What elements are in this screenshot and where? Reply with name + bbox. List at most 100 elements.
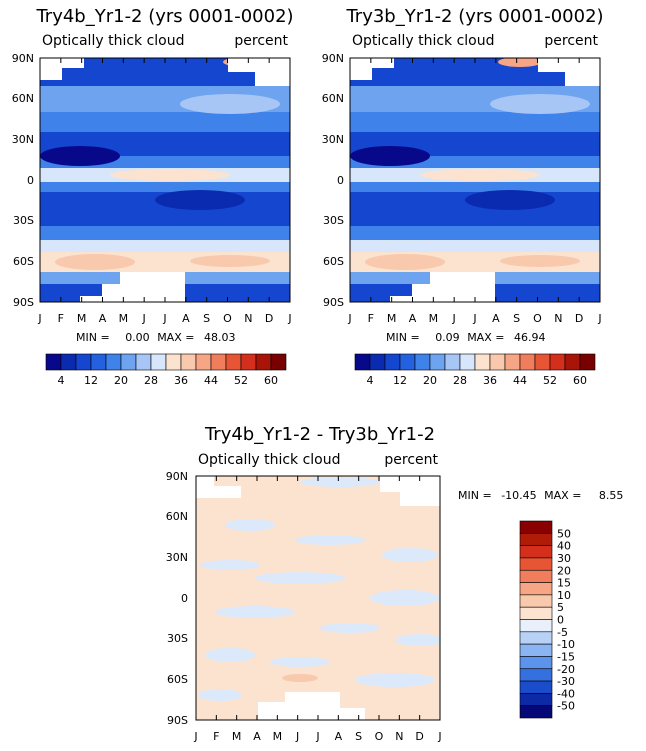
panel-title: Try3b_Yr1-2 (yrs 0001-0002): [345, 6, 603, 27]
colorbar-tick-label: 15: [557, 577, 571, 590]
colorbar-tick-label: 20: [114, 374, 128, 387]
x-tick-label: O: [533, 312, 542, 325]
y-tick-label: 60S: [13, 255, 34, 268]
colorbar-cell: [150, 353, 167, 371]
y-tick-label: 60S: [323, 255, 344, 268]
x-tick-label: S: [355, 730, 362, 743]
colorbar-cell: [120, 353, 137, 371]
colorbar-cell: [135, 353, 152, 371]
colorbar-cell: [384, 353, 401, 371]
field-band: [350, 226, 600, 240]
missing-region: [40, 68, 62, 80]
x-tick-label: J: [472, 312, 476, 325]
colorbar-cell: [369, 353, 386, 371]
field-band: [40, 240, 290, 252]
y-tick-label: 30S: [323, 214, 344, 227]
colorbar-cell: [519, 520, 553, 534]
colorbar-tick-label: 44: [204, 374, 218, 387]
min-value: 0.09: [435, 331, 460, 344]
field-feature: [370, 590, 440, 606]
colorbar: 4 12 20 28 36 44 52 60: [45, 353, 287, 387]
colorbar-cell: [165, 353, 182, 371]
y-tick-label: 90N: [166, 470, 188, 483]
x-tick-label: J: [295, 730, 299, 743]
min-label: MIN =: [386, 331, 420, 344]
colorbar-cell: [519, 569, 553, 583]
colorbar-cell: [105, 353, 122, 371]
colorbar-cell: [549, 353, 566, 371]
x-tick-label: N: [244, 312, 252, 325]
x-tick-label: M: [232, 730, 242, 743]
x-tick-label: D: [265, 312, 273, 325]
field-feature: [155, 190, 245, 210]
x-tick-label: J: [315, 730, 319, 743]
y-axis: 90N 60N 30N 0 30S 60S 90S: [322, 52, 344, 309]
colorbar-cell: [195, 353, 212, 371]
colorbar-tick-label: 50: [557, 527, 571, 540]
colorbar-cell: [519, 557, 553, 571]
colorbar-cell: [429, 353, 446, 371]
x-tick-label: O: [223, 312, 232, 325]
field-feature: [465, 190, 555, 210]
heatmap-field: [196, 476, 440, 720]
x-tick-label: J: [347, 312, 351, 325]
x-tick-label: J: [142, 312, 146, 325]
missing-region: [350, 58, 394, 68]
variable-label: Optically thick cloud: [198, 452, 341, 468]
field-feature: [270, 657, 330, 667]
y-axis: 90N 60N 30N 0 30S 60S 90S: [166, 470, 188, 727]
y-tick-label: 90S: [167, 714, 188, 727]
field-band: [350, 112, 600, 132]
max-label: MAX =: [544, 489, 581, 502]
colorbar-tick-label: -5: [557, 626, 568, 639]
y-tick-label: 0: [27, 174, 34, 187]
x-tick-label: S: [513, 312, 520, 325]
colorbar-cell: [474, 353, 491, 371]
y-tick-label: 90N: [12, 52, 34, 65]
x-tick-label: A: [492, 312, 500, 325]
colorbar-tick-label: 30: [557, 552, 571, 565]
missing-region: [196, 486, 241, 498]
y-tick-label: 60N: [166, 510, 188, 523]
colorbar-tick-label: 36: [174, 374, 188, 387]
field-feature: [200, 560, 260, 570]
colorbar-tick-label: 40: [557, 540, 571, 553]
colorbar-tick-label: -30: [557, 675, 575, 688]
colorbar-cell: [564, 353, 581, 371]
field-feature: [40, 146, 120, 166]
colorbar-cell: [240, 353, 257, 371]
colorbar-tick-label: 60: [573, 374, 587, 387]
colorbar-cell: [75, 353, 92, 371]
x-tick-label: A: [99, 312, 107, 325]
colorbar-tick-label: -10: [557, 638, 575, 651]
x-tick-label: D: [575, 312, 583, 325]
field-band: [350, 182, 600, 192]
field-band: [40, 182, 290, 192]
colorbar-tick-label: 36: [483, 374, 497, 387]
min-max-readout: MIN = -10.45 MAX = 8.55: [458, 489, 623, 502]
colorbar-cell: [519, 619, 553, 633]
missing-region: [228, 58, 290, 72]
x-tick-label: A: [409, 312, 417, 325]
colorbar-cell: [225, 353, 242, 371]
x-tick-label: J: [597, 312, 601, 325]
colorbar-cell: [414, 353, 431, 371]
x-tick-label: F: [368, 312, 374, 325]
colorbar-tick-label: 12: [393, 374, 407, 387]
colorbar-cell: [519, 668, 553, 682]
missing-region: [538, 58, 600, 72]
colorbar-cell: [270, 353, 287, 371]
field-feature: [55, 254, 135, 270]
colorbar-cell: [519, 631, 553, 645]
colorbar-tick-label: 4: [58, 374, 65, 387]
max-label: MAX =: [157, 331, 194, 344]
missing-region: [40, 58, 84, 68]
min-label: MIN =: [76, 331, 110, 344]
x-tick-label: M: [429, 312, 439, 325]
min-max-readout: MIN = 0.09 MAX = 46.94: [386, 331, 545, 344]
heatmap-field: [350, 58, 600, 302]
missing-region: [120, 272, 185, 302]
